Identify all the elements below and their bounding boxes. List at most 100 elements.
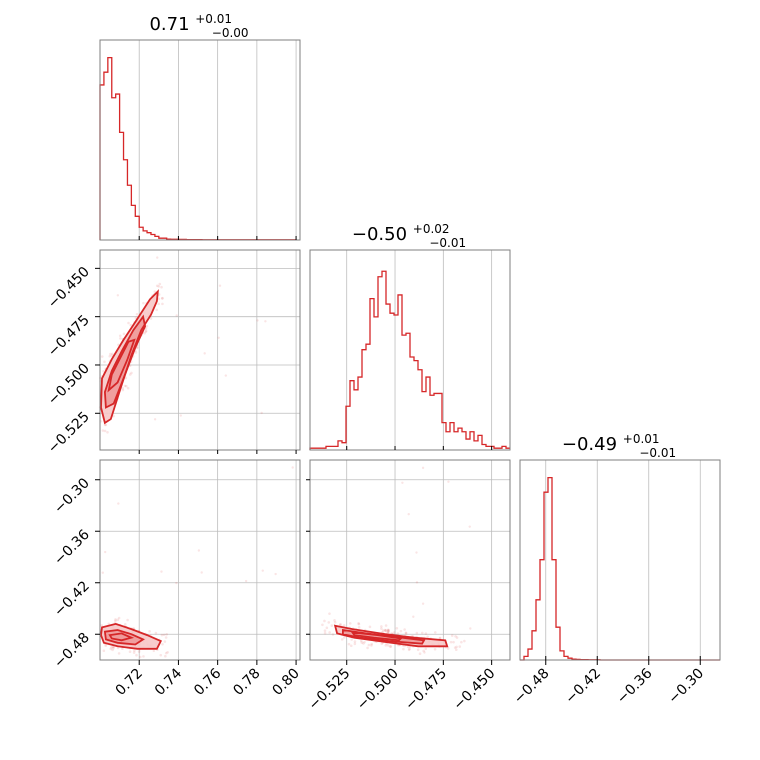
sample-point: [360, 641, 364, 644]
panel-frame: [99, 249, 301, 451]
sample-point: [386, 630, 390, 634]
grid-lines: [346, 250, 493, 450]
sample-point: [142, 301, 145, 305]
sample-point: [357, 622, 361, 626]
sample-point: [408, 647, 411, 651]
sample-point: [380, 625, 383, 628]
sample-point: [387, 629, 390, 632]
sample-point: [203, 352, 206, 355]
contour-line-mid: [103, 629, 145, 646]
sample-point: [256, 319, 259, 322]
sample-point: [338, 623, 342, 627]
sample-point: [134, 316, 138, 320]
sample-point: [458, 645, 462, 648]
sample-point: [424, 632, 428, 635]
sample-point: [111, 352, 114, 356]
sample-point: [380, 627, 383, 630]
sample-point: [217, 336, 220, 339]
sample-point: [122, 332, 126, 336]
x-tick-label: −0.475: [402, 666, 450, 714]
title-value: −0.49: [562, 434, 617, 455]
sample-point: [407, 648, 411, 652]
sample-point: [161, 302, 164, 306]
sample-point: [384, 644, 388, 647]
sample-point: [164, 636, 168, 639]
sample-point: [370, 644, 373, 647]
sample-point: [447, 480, 450, 483]
sample-point: [154, 631, 158, 635]
sample-point: [218, 284, 222, 287]
sample-point: [368, 625, 372, 629]
sample-point: [331, 633, 335, 636]
sample-point: [412, 615, 415, 618]
sample-point: [330, 624, 334, 627]
sample-point: [110, 646, 113, 649]
title-minus: −0.01: [639, 446, 676, 460]
sample-point: [340, 638, 344, 641]
sample-point: [111, 645, 115, 649]
grid-lines: [310, 460, 510, 660]
sample-point: [381, 629, 385, 632]
sample-point: [339, 622, 342, 626]
sample-point: [164, 654, 167, 658]
sample-point: [463, 639, 466, 643]
sample-point: [157, 302, 160, 306]
sample-point: [158, 282, 162, 286]
sample-point: [112, 646, 115, 650]
sample-point: [114, 619, 117, 623]
sample-point: [403, 628, 406, 631]
sample-point: [449, 640, 453, 644]
sample-point: [160, 285, 163, 289]
sample-point: [455, 636, 459, 639]
sample-point: [323, 629, 327, 633]
sample-point: [401, 481, 404, 485]
title-plus: +0.02: [413, 222, 450, 236]
sample-point: [323, 631, 327, 635]
contour-line-outer: [100, 622, 163, 650]
sample-point: [454, 634, 457, 638]
title-plus: +0.01: [623, 432, 660, 446]
sample-point: [362, 642, 365, 645]
sample-point: [111, 648, 114, 652]
sample-point: [157, 293, 161, 296]
sample-point: [101, 429, 105, 432]
sample-point: [104, 423, 108, 427]
sample-point: [328, 612, 331, 615]
sample-point: [402, 647, 405, 651]
sample-point: [387, 630, 390, 633]
histogram-step-1: [309, 270, 510, 450]
sample-point: [135, 346, 139, 350]
sample-point: [454, 648, 458, 652]
sample-point: [389, 645, 393, 648]
title-minus: −0.00: [212, 26, 249, 40]
sample-point: [143, 332, 146, 335]
sample-point: [224, 374, 228, 377]
x-tick-label: −0.525: [306, 666, 354, 714]
sample-point: [260, 411, 263, 415]
sample-point: [333, 620, 337, 624]
panel-frame: [99, 459, 301, 661]
sample-point: [380, 642, 384, 646]
sample-point: [179, 414, 182, 417]
sample-point: [175, 314, 178, 317]
sample-point: [321, 623, 324, 627]
sample-point: [433, 647, 437, 651]
sample-point: [142, 655, 145, 658]
y-tick-label: −0.30: [51, 475, 93, 517]
sample-point: [353, 640, 357, 643]
sample-point: [386, 644, 390, 647]
sample-point: [291, 466, 294, 469]
sample-point: [160, 297, 164, 300]
sample-point: [421, 466, 425, 470]
sample-point: [384, 624, 388, 627]
sample-point: [118, 334, 122, 338]
sample-point: [155, 284, 159, 288]
sample-point: [384, 629, 388, 632]
panel-frame: [309, 249, 511, 451]
sample-point: [133, 649, 136, 653]
sample-point: [333, 619, 336, 622]
sample-point: [106, 431, 109, 434]
y-tick-label: −0.42: [51, 578, 93, 620]
sample-point: [128, 650, 132, 653]
y-tick-label: −0.48: [51, 630, 93, 672]
